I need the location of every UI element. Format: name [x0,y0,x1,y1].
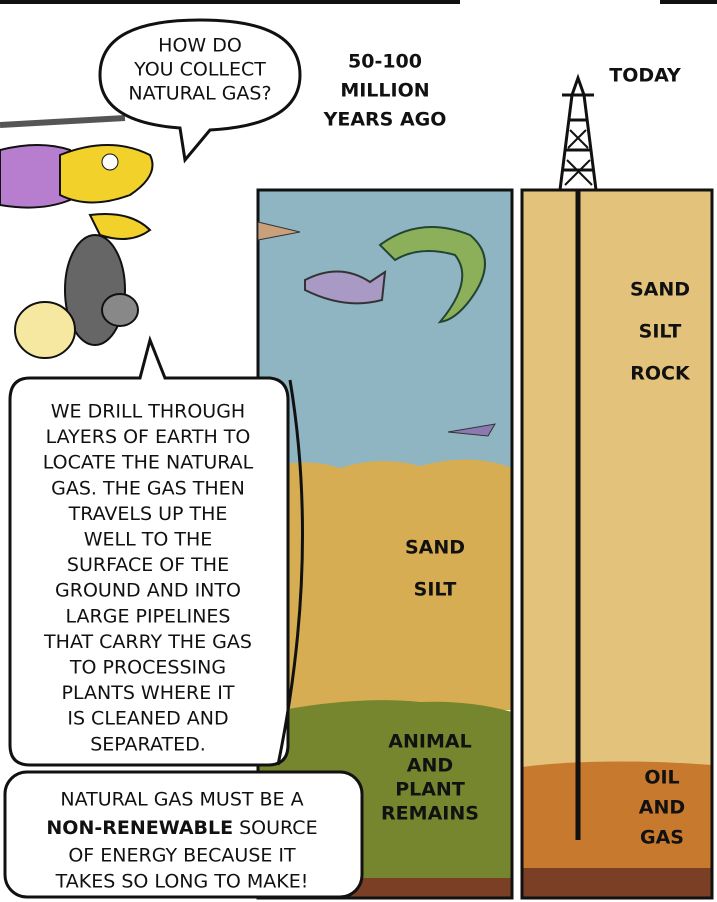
explanation-text: LAYERS OF EARTH TO [46,426,251,448]
explanation-text: IS CLEANED AND [67,708,228,730]
explanation-text: SURFACE OF THE [67,554,229,576]
explanation-text: LARGE PIPELINES [66,605,231,627]
explanation-text: GAS. THE GAS THEN [51,477,245,499]
explanation-text: PLANTS WHERE IT [62,682,235,704]
layer-label: PLANT [395,779,465,801]
time-label: 50-100 [348,51,422,73]
explanation-text: GROUND AND INTO [55,580,241,602]
layer-label: SAND [630,279,690,301]
conclusion-word: SOURCE [239,817,317,839]
time-label: YEARS AGO [323,109,447,131]
layer-label: AND [639,797,685,819]
conclusion-text: NATURAL GAS MUST BE A [60,789,303,811]
explanation-text: LOCATE THE NATURAL [43,452,254,474]
bold-term: NON-RENEWABLE [46,817,233,839]
conclusion-text: TAKES SO LONG TO MAKE! [55,871,309,893]
time-label: MILLION [340,80,429,102]
explanation-text: WELL TO THE [84,529,213,551]
time-label: TODAY [609,65,681,87]
characters [0,118,153,358]
explanation-text: TO PROCESSING [69,657,226,679]
layer-label: SAND [405,537,465,559]
layer-label: SILT [639,321,682,343]
explanation-text: THAT CARRY THE GAS [43,631,252,653]
conclusion-text: OF ENERGY BECAUSE IT [68,845,296,867]
layer-label: OIL [644,767,679,789]
layer-label: REMAINS [381,803,479,825]
layer-label: AND [407,755,453,777]
question-text: HOW DO [158,35,242,57]
layer-label: SILT [414,579,457,601]
question-text: YOU COLLECT [133,59,266,81]
layer-label: ROCK [630,363,691,385]
today-column [522,78,712,898]
conclusion-text: NON-RENEWABLE SOURCE [46,817,317,839]
layer-label: GAS [640,827,684,849]
explanation-text: TRAVELS UP THE [68,503,228,525]
explanation-text: SEPARATED. [90,733,206,755]
question-text: NATURAL GAS? [128,83,271,105]
explanation-text: WE DRILL THROUGH [51,401,245,423]
layer-label: ANIMAL [388,731,471,753]
comic-panel: HOW DOYOU COLLECTNATURAL GAS? 50-100 MILLI… [0,0,717,902]
